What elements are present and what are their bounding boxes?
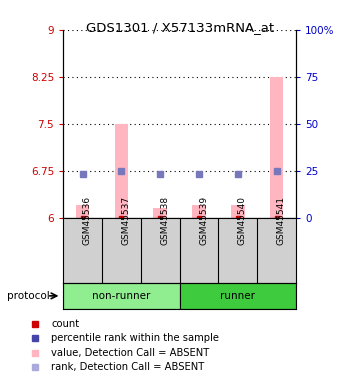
Bar <box>270 77 283 218</box>
Text: GSM45536: GSM45536 <box>83 196 92 245</box>
Text: percentile rank within the sample: percentile rank within the sample <box>51 333 219 343</box>
Text: value, Detection Call = ABSENT: value, Detection Call = ABSENT <box>51 348 209 358</box>
Bar <box>231 205 245 218</box>
Bar <box>180 283 296 309</box>
Bar <box>63 283 180 309</box>
Bar <box>114 124 128 218</box>
Text: runner: runner <box>220 291 255 301</box>
Text: GSM45540: GSM45540 <box>238 196 247 245</box>
Bar <box>153 208 167 218</box>
Text: rank, Detection Call = ABSENT: rank, Detection Call = ABSENT <box>51 362 205 372</box>
Text: GDS1301 / X57133mRNA_at: GDS1301 / X57133mRNA_at <box>86 21 275 34</box>
Bar <box>76 205 90 218</box>
Text: count: count <box>51 319 79 329</box>
Text: protocol: protocol <box>7 291 50 301</box>
Text: GSM45539: GSM45539 <box>199 196 208 245</box>
Text: GSM45541: GSM45541 <box>277 196 286 245</box>
Bar <box>192 205 206 218</box>
Text: GSM45537: GSM45537 <box>121 196 130 245</box>
Text: non-runner: non-runner <box>92 291 151 301</box>
Text: GSM45538: GSM45538 <box>160 196 169 245</box>
